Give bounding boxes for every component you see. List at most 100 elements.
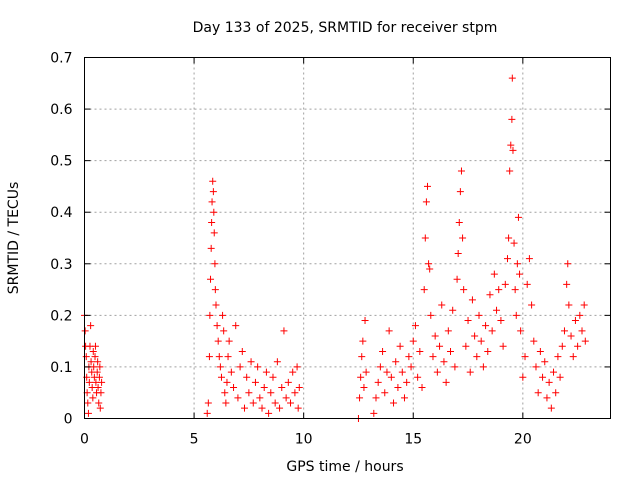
data-point	[207, 244, 215, 252]
data-point	[358, 353, 366, 361]
data-point	[224, 353, 232, 361]
data-point	[400, 394, 408, 402]
y-tick-label: 0.6	[50, 102, 72, 118]
data-point	[495, 286, 503, 294]
data-point	[258, 404, 266, 412]
data-point	[493, 306, 501, 314]
data-point	[581, 337, 589, 345]
data-point	[454, 249, 462, 257]
data-point	[456, 188, 464, 196]
data-point	[273, 358, 281, 366]
data-point	[95, 373, 103, 381]
data-point	[567, 332, 575, 340]
data-point	[525, 255, 533, 263]
data-point	[280, 327, 288, 335]
data-point	[455, 219, 463, 227]
data-point	[216, 363, 224, 371]
data-point	[552, 389, 560, 397]
data-point	[438, 301, 446, 309]
data-point	[207, 275, 215, 283]
data-point	[468, 296, 476, 304]
data-point	[521, 353, 529, 361]
data-point	[84, 399, 92, 407]
data-point	[284, 378, 292, 386]
data-point	[204, 399, 212, 407]
data-point	[223, 378, 231, 386]
data-point	[245, 389, 253, 397]
data-point	[249, 399, 257, 407]
data-point	[81, 327, 89, 335]
data-point	[379, 347, 387, 355]
data-point	[442, 378, 450, 386]
data-point	[361, 317, 369, 325]
data-point	[488, 327, 496, 335]
data-point	[289, 368, 297, 376]
data-point	[576, 311, 584, 319]
data-point	[205, 353, 213, 361]
data-point	[267, 389, 275, 397]
x-tick-label: 10	[295, 432, 313, 448]
data-point	[87, 358, 95, 366]
data-point	[91, 353, 99, 361]
data-point	[414, 373, 422, 381]
data-point	[210, 229, 218, 237]
data-point	[510, 239, 518, 247]
y-tick-label: 0.4	[50, 205, 72, 221]
data-point	[213, 322, 221, 330]
data-point	[293, 363, 301, 371]
data-point	[212, 301, 220, 309]
data-point	[372, 394, 380, 402]
data-point	[225, 337, 233, 345]
data-point	[511, 286, 519, 294]
data-point	[374, 378, 382, 386]
data-point	[505, 234, 513, 242]
data-point	[421, 234, 429, 242]
data-point	[247, 358, 255, 366]
data-point	[93, 368, 101, 376]
data-point	[387, 373, 395, 381]
y-tick-label: 0	[64, 412, 73, 428]
data-point	[482, 322, 490, 330]
data-point	[426, 265, 434, 273]
data-point	[94, 384, 102, 392]
y-tick-label: 0.5	[50, 154, 72, 170]
data-point	[234, 394, 242, 402]
data-point	[89, 347, 97, 355]
y-tick-label: 0.2	[50, 308, 72, 324]
data-point	[97, 389, 105, 397]
data-point	[501, 280, 509, 288]
data-point	[440, 358, 448, 366]
data-point	[91, 342, 99, 350]
data-point	[464, 317, 472, 325]
data-point	[550, 368, 558, 376]
data-point	[545, 378, 553, 386]
data-point	[427, 311, 435, 319]
data-point	[571, 317, 579, 325]
data-point	[499, 342, 507, 350]
data-point	[214, 337, 222, 345]
data-point	[497, 317, 505, 325]
data-point	[528, 301, 536, 309]
data-point	[217, 373, 225, 381]
data-point	[209, 188, 217, 196]
x-tick-label: 5	[190, 432, 199, 448]
data-point	[423, 182, 431, 190]
data-point	[444, 327, 452, 335]
data-point	[512, 311, 520, 319]
data-point	[291, 389, 299, 397]
data-point	[457, 167, 465, 175]
data-point	[278, 384, 286, 392]
data-point	[376, 363, 384, 371]
data-point	[569, 353, 577, 361]
data-point	[547, 404, 555, 412]
data-point	[294, 404, 302, 412]
data-point	[282, 394, 290, 402]
data-point	[370, 409, 378, 417]
data-point	[243, 373, 251, 381]
data-point	[94, 358, 102, 366]
data-point	[251, 378, 259, 386]
data-point	[383, 368, 391, 376]
x-tick-label: 20	[514, 432, 532, 448]
data-point	[362, 368, 370, 376]
data-point	[240, 404, 248, 412]
